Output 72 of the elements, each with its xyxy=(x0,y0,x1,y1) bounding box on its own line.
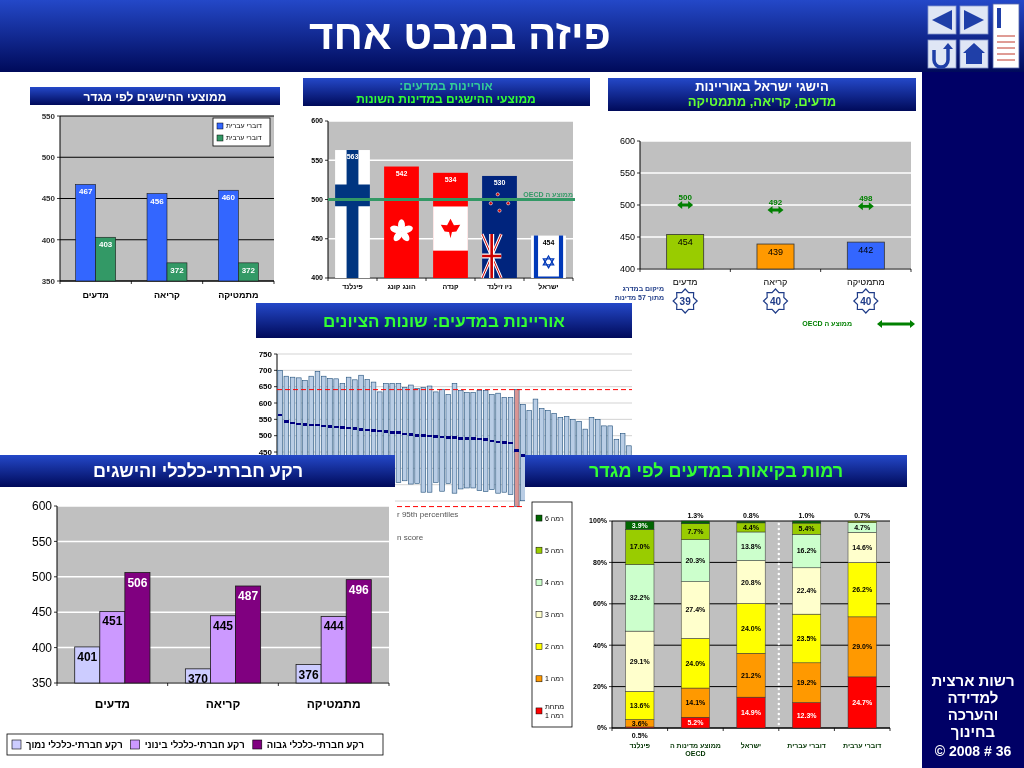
x-tick-label: קריאה xyxy=(205,697,241,711)
legend-label: רקע חברתי-כלכלי נמוך xyxy=(26,738,123,750)
x-tick-label: קריאה xyxy=(153,290,181,300)
data-label: 439 xyxy=(767,247,784,258)
data-label: 445 xyxy=(212,618,234,633)
chart-title: רמות בקיאות במדעים לפי מגדר xyxy=(588,461,844,481)
y-tick-label: 450 xyxy=(258,447,273,457)
chart-title: רקע חברתי-כלכלי והישגים xyxy=(92,461,304,481)
y-tick-label: 450 xyxy=(619,232,635,243)
y-tick-label: 600 xyxy=(619,136,635,147)
data-label: 496 xyxy=(348,582,370,597)
y-tick-label: 400 xyxy=(41,235,56,245)
data-label: 401 xyxy=(77,649,98,664)
data-label: 454 xyxy=(677,237,693,248)
text: r 95th percentiles xyxy=(397,510,459,519)
chart-subtitle: ממוצעי ההישגים במדינות השונות xyxy=(356,91,536,106)
x-tick-label: מתמטיקה xyxy=(218,290,259,300)
data-label: 372 xyxy=(241,265,256,275)
x-tick-label: מתמטיקה xyxy=(306,697,361,711)
y-tick-label: 400 xyxy=(31,640,53,655)
data-label: 451 xyxy=(102,614,123,629)
data-label: 498 xyxy=(859,194,874,204)
y-tick-label: 350 xyxy=(41,276,56,286)
y-tick-label: 750 xyxy=(258,349,273,359)
data-label: 376 xyxy=(298,667,319,682)
x-tick-label: מתמטיקה xyxy=(846,277,885,287)
text: 39 xyxy=(679,295,692,307)
y-tick-label: 550 xyxy=(258,415,273,425)
chart-subtitle: מדעים, קריאה, מתמטיקה xyxy=(687,94,837,109)
y-tick-label: 350 xyxy=(31,676,53,691)
data-label: 372 xyxy=(170,265,185,275)
data-label: 370 xyxy=(187,671,209,686)
legend-label: רקע חברתי-כלכלי גבוה xyxy=(266,738,364,750)
y-tick-label: 450 xyxy=(41,194,56,204)
data-label: 403 xyxy=(98,240,113,250)
x-tick-label: קריאה xyxy=(763,277,788,287)
data-label: 442 xyxy=(858,245,874,256)
chart-title: הישגי ישראל באוריינות xyxy=(695,79,829,94)
y-tick-label: 500 xyxy=(258,431,273,441)
data-label: 444 xyxy=(323,619,344,634)
x-tick-label: מדעים xyxy=(672,277,698,287)
text: © 2008 # 36 xyxy=(934,743,1012,759)
data-label: 460 xyxy=(221,193,236,203)
y-tick-label: 650 xyxy=(258,382,273,392)
x-tick-label: מדעים xyxy=(94,697,130,711)
text: 40 xyxy=(769,295,782,307)
chart-title: אוריינות במדעים: שונות הציונים xyxy=(323,312,566,331)
data-label: 456 xyxy=(150,196,165,206)
y-tick-label: 700 xyxy=(258,366,273,376)
y-tick-label: 550 xyxy=(31,534,53,549)
data-label: 467 xyxy=(79,187,93,197)
data-label: 492 xyxy=(768,197,783,207)
y-tick-label: 450 xyxy=(31,605,53,620)
data-label: 487 xyxy=(238,589,259,603)
y-tick-label: 500 xyxy=(619,200,635,211)
text: 40 xyxy=(860,295,872,307)
y-tick-label: 500 xyxy=(41,153,56,163)
chart-title: ממוצעי ההישגים לפי מגדר xyxy=(83,89,227,104)
y-tick-label: 550 xyxy=(41,111,56,121)
text: רשות ארצית למדידה והערכה בחינוך xyxy=(931,672,1015,740)
x-tick-label: מדעים xyxy=(82,290,109,300)
y-tick-label: 600 xyxy=(31,499,53,514)
y-tick-label: 600 xyxy=(258,398,273,408)
text: פיזה במבט אחד xyxy=(309,11,611,58)
chart-title: אוריינות במדעים: xyxy=(399,79,493,93)
data-label: 500 xyxy=(678,192,693,202)
data-label: 506 xyxy=(127,575,148,590)
y-tick-label: 400 xyxy=(619,264,635,275)
y-tick-label: 550 xyxy=(619,168,635,179)
text: n score xyxy=(397,533,424,542)
y-tick-label: 500 xyxy=(31,570,53,584)
legend-label: רקע חברתי-כלכלי בינוני xyxy=(144,738,245,750)
